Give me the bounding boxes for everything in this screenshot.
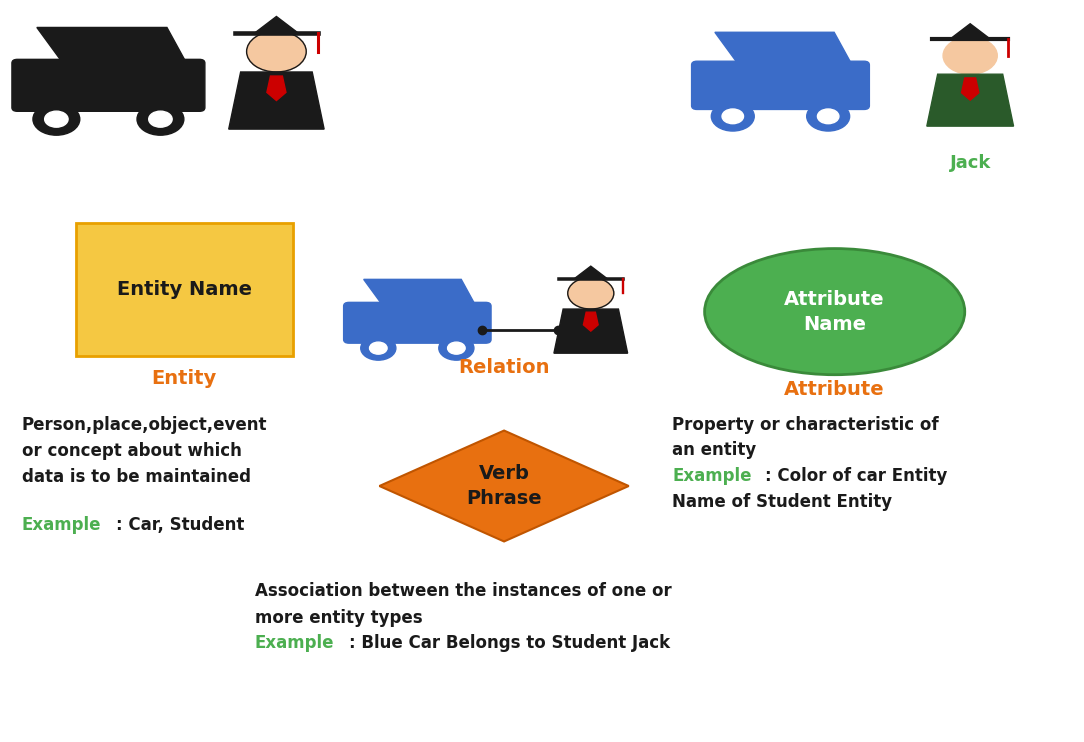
Circle shape (722, 109, 744, 124)
Polygon shape (583, 312, 598, 331)
Text: Property or characteristic of: Property or characteristic of (672, 416, 939, 433)
Text: Example: Example (22, 516, 101, 533)
Circle shape (370, 342, 387, 354)
Polygon shape (229, 72, 324, 129)
FancyBboxPatch shape (344, 303, 491, 343)
Text: Example: Example (255, 634, 334, 652)
FancyBboxPatch shape (12, 59, 205, 111)
Text: Jack: Jack (950, 154, 991, 172)
Ellipse shape (705, 249, 965, 375)
Text: Person,place,object,event
or concept about which
data is to be maintained: Person,place,object,event or concept abo… (22, 416, 267, 486)
Polygon shape (37, 27, 186, 63)
Circle shape (44, 111, 68, 127)
Polygon shape (379, 430, 629, 542)
Circle shape (568, 278, 614, 309)
Circle shape (149, 111, 172, 127)
Text: : Car, Student: : Car, Student (116, 516, 244, 533)
Circle shape (137, 103, 184, 135)
Polygon shape (364, 280, 476, 306)
Circle shape (448, 342, 465, 354)
Polygon shape (715, 32, 852, 65)
Text: Attribute: Attribute (785, 380, 885, 399)
Polygon shape (575, 266, 607, 279)
Text: Name of Student Entity: Name of Student Entity (672, 493, 892, 511)
Polygon shape (554, 309, 628, 353)
Text: Association between the instances of one or
more entity types: Association between the instances of one… (255, 582, 671, 627)
Circle shape (247, 31, 307, 72)
Text: Attribute
Name: Attribute Name (785, 289, 885, 334)
Circle shape (33, 103, 80, 135)
FancyBboxPatch shape (76, 223, 293, 356)
Text: Entity Name: Entity Name (117, 280, 251, 299)
Text: : Blue Car Belongs to Student Jack: : Blue Car Belongs to Student Jack (349, 634, 670, 652)
Text: Relation: Relation (459, 358, 550, 377)
Polygon shape (927, 74, 1014, 126)
Polygon shape (951, 24, 990, 39)
Circle shape (806, 102, 850, 131)
Text: Verb
Phrase: Verb Phrase (466, 464, 542, 508)
Circle shape (711, 102, 754, 131)
Circle shape (817, 109, 839, 124)
Text: : Color of car Entity: : Color of car Entity (765, 467, 947, 485)
Text: Example: Example (672, 467, 751, 485)
FancyBboxPatch shape (692, 62, 869, 110)
Text: Entity: Entity (152, 369, 217, 388)
Polygon shape (962, 78, 979, 100)
Circle shape (361, 336, 396, 360)
Circle shape (439, 336, 474, 360)
Polygon shape (267, 76, 286, 101)
Polygon shape (255, 16, 298, 33)
Text: an entity: an entity (672, 441, 757, 459)
Circle shape (943, 37, 997, 74)
